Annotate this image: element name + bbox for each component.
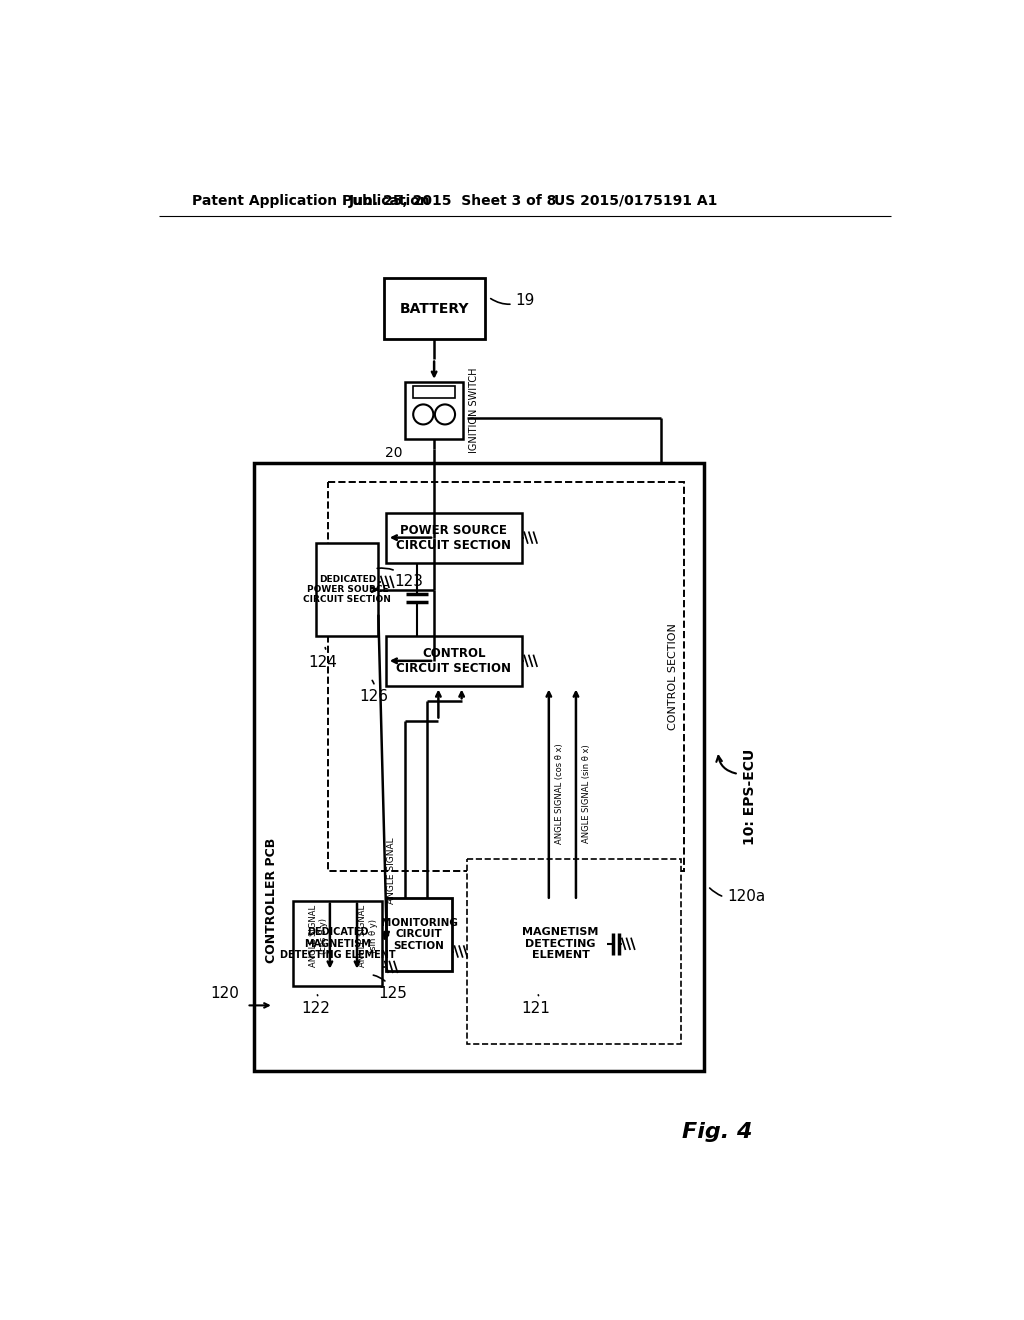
Bar — [413, 385, 456, 397]
Text: MONITORING
CIRCUIT
SECTION: MONITORING CIRCUIT SECTION — [381, 917, 458, 950]
Bar — [254, 462, 703, 1071]
Bar — [386, 898, 452, 970]
Bar — [386, 512, 521, 562]
Bar — [467, 859, 681, 1044]
Text: CONTROLLER PCB: CONTROLLER PCB — [265, 838, 278, 964]
Text: 19: 19 — [490, 293, 535, 308]
Text: BATTERY: BATTERY — [399, 301, 469, 315]
Text: 123: 123 — [377, 568, 423, 589]
Bar — [384, 277, 484, 339]
Text: 126: 126 — [359, 680, 388, 705]
Text: ANGLE SIGNAL (cos θ x): ANGLE SIGNAL (cos θ x) — [555, 743, 564, 843]
Text: Jun. 25, 2015  Sheet 3 of 8: Jun. 25, 2015 Sheet 3 of 8 — [349, 194, 558, 207]
Bar — [293, 902, 382, 986]
Text: 120a: 120a — [710, 888, 765, 904]
Text: US 2015/0175191 A1: US 2015/0175191 A1 — [554, 194, 717, 207]
Text: Fig. 4: Fig. 4 — [682, 1122, 753, 1142]
Bar — [328, 482, 684, 871]
Text: CONTROL SECTION: CONTROL SECTION — [668, 623, 678, 730]
Text: 122: 122 — [301, 995, 330, 1016]
Text: ANGLE SIGNAL (sin θ x): ANGLE SIGNAL (sin θ x) — [583, 744, 591, 843]
Text: DEDICATED
MAGNETISM
DETECTING ELEMENT: DEDICATED MAGNETISM DETECTING ELEMENT — [280, 927, 395, 961]
Text: ANGLE SIGNAL: ANGLE SIGNAL — [387, 837, 396, 904]
Text: 124: 124 — [308, 648, 338, 669]
Text: IGNITION SWITCH: IGNITION SWITCH — [469, 368, 479, 453]
Text: MAGNETISM
DETECTING
ELEMENT: MAGNETISM DETECTING ELEMENT — [522, 927, 599, 961]
Text: Patent Application Publication: Patent Application Publication — [191, 194, 429, 207]
Text: 20: 20 — [385, 446, 402, 461]
Text: CONTROL
CIRCUIT SECTION: CONTROL CIRCUIT SECTION — [396, 647, 511, 675]
Text: 125: 125 — [374, 975, 408, 1001]
Text: 120: 120 — [211, 986, 240, 1002]
Text: ANGLE SIGNAL
(cos θ y): ANGLE SIGNAL (cos θ y) — [308, 906, 328, 968]
Text: DEDICATED
POWER SOURCE
CIRCUIT SECTION: DEDICATED POWER SOURCE CIRCUIT SECTION — [303, 574, 391, 605]
Bar — [386, 636, 521, 686]
Bar — [406, 381, 463, 440]
Bar — [514, 902, 607, 986]
Text: POWER SOURCE
CIRCUIT SECTION: POWER SOURCE CIRCUIT SECTION — [396, 524, 511, 552]
Text: ANGLE SIGNAL
(sin θ y): ANGLE SIGNAL (sin θ y) — [358, 906, 378, 968]
Text: 10: EPS-ECU: 10: EPS-ECU — [743, 748, 758, 845]
Bar — [316, 544, 378, 636]
Text: 121: 121 — [521, 995, 551, 1016]
